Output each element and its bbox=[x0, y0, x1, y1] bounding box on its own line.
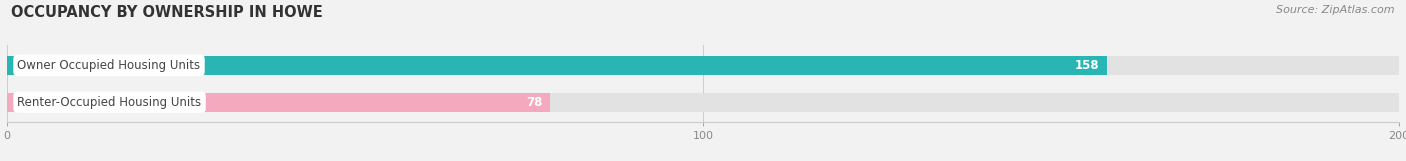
Text: Source: ZipAtlas.com: Source: ZipAtlas.com bbox=[1277, 5, 1395, 15]
Text: OCCUPANCY BY OWNERSHIP IN HOWE: OCCUPANCY BY OWNERSHIP IN HOWE bbox=[11, 5, 323, 20]
Text: Renter-Occupied Housing Units: Renter-Occupied Housing Units bbox=[17, 96, 201, 109]
Text: 158: 158 bbox=[1076, 59, 1099, 72]
Bar bbox=[7, 93, 1399, 112]
Text: 78: 78 bbox=[527, 96, 543, 109]
Text: Owner Occupied Housing Units: Owner Occupied Housing Units bbox=[17, 59, 201, 72]
Bar bbox=[7, 56, 1399, 75]
Bar bbox=[7, 93, 550, 112]
Bar bbox=[7, 56, 1107, 75]
